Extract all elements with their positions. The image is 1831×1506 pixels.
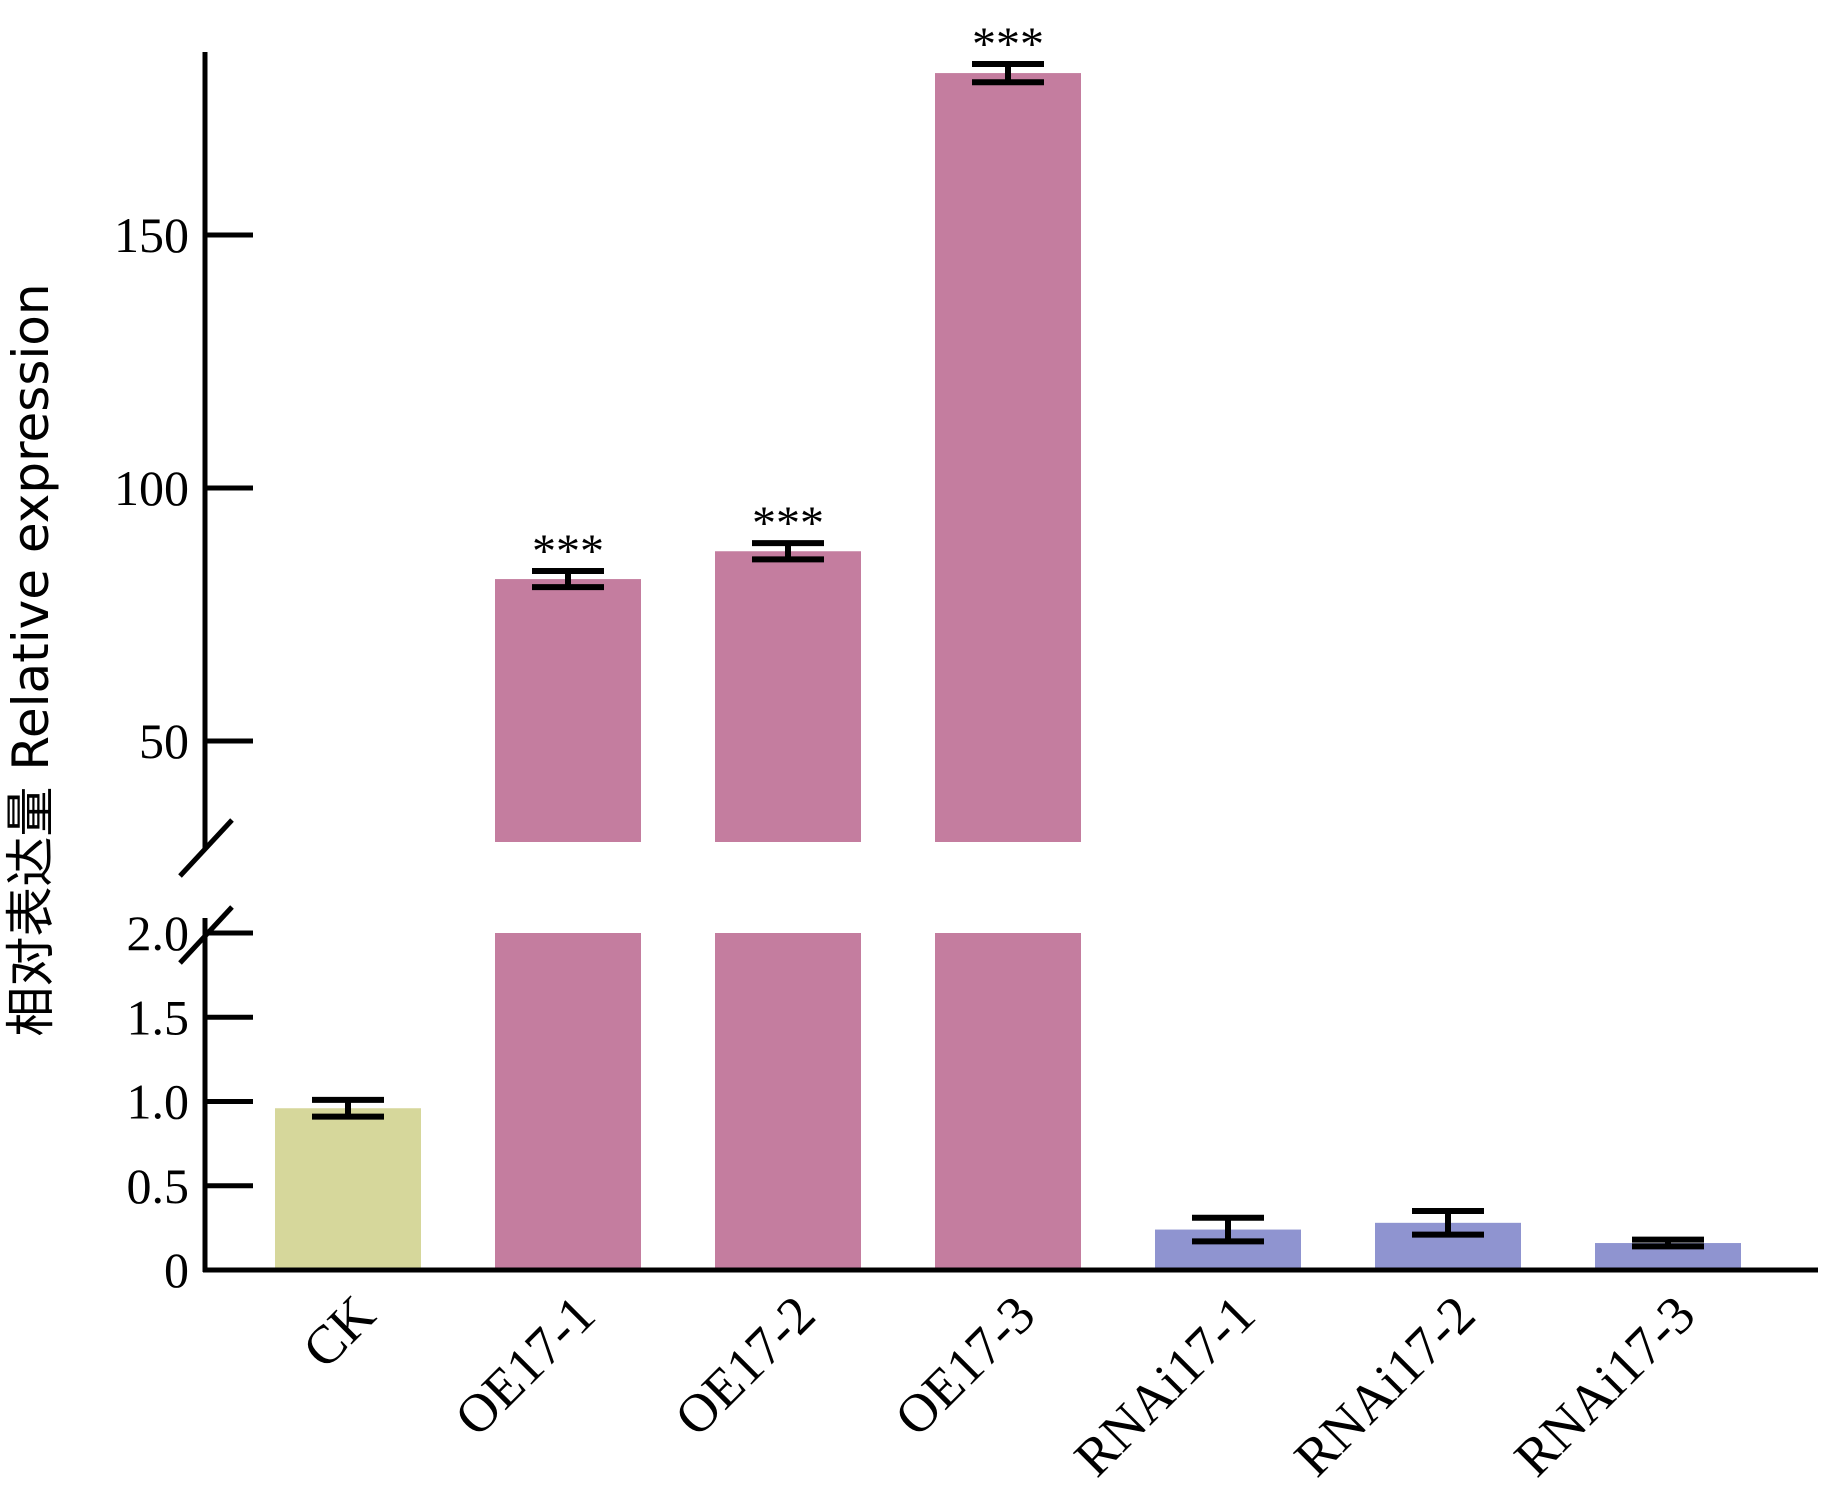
axes-layer <box>178 52 1818 1273</box>
x-tick-label-OE17-3: OE17-3 <box>883 1284 1046 1447</box>
y-tick-label-1.5: 1.5 <box>127 989 190 1045</box>
significance-label-OE17-2: *** <box>752 497 824 550</box>
bar-OE17-3-upper <box>935 73 1081 842</box>
y-tick-label-100: 100 <box>114 460 189 516</box>
x-tick-label-OE17-2: OE17-2 <box>663 1284 826 1447</box>
error-bar-OE17-2 <box>752 540 824 563</box>
x-tick-label-OE17-1: OE17-1 <box>443 1284 606 1447</box>
y-tick-label-2.0: 2.0 <box>127 905 190 961</box>
significance-label-OE17-3: *** <box>972 18 1044 71</box>
error-bar-CK <box>312 1096 384 1120</box>
bar-OE17-3-lower <box>935 933 1081 1270</box>
error-bar-RNAi17-3 <box>1632 1236 1704 1250</box>
x-tick-label-RNAi17-2: RNAi17-2 <box>1283 1284 1487 1488</box>
y-axis-title: 相对表达量 Relative expression <box>2 283 60 1036</box>
x-tick-label-RNAi17-3: RNAi17-3 <box>1503 1284 1707 1488</box>
significance-label-OE17-1: *** <box>532 525 604 578</box>
x-tick-label-CK: CK <box>291 1284 386 1379</box>
y-tick-label-150: 150 <box>114 207 189 263</box>
error-bar-OE17-1 <box>532 567 604 591</box>
y-tick-label-1.0: 1.0 <box>127 1074 190 1130</box>
bar-OE17-2-lower <box>715 933 861 1270</box>
y-tick-label-50: 50 <box>139 713 189 769</box>
error-bar-RNAi17-2 <box>1412 1208 1484 1238</box>
axis-break-mark-upper <box>178 818 234 878</box>
y-tick-label-0.5: 0.5 <box>127 1158 190 1214</box>
error-bar-RNAi17-1 <box>1192 1214 1264 1245</box>
bar-OE17-1-upper <box>495 579 641 842</box>
bar-OE17-1-lower <box>495 933 641 1270</box>
error-bar-OE17-3 <box>972 60 1044 86</box>
bar-OE17-2-upper <box>715 551 861 842</box>
bars-layer <box>275 60 1741 1270</box>
x-tick-label-RNAi17-1: RNAi17-1 <box>1063 1284 1267 1488</box>
y-tick-label-0: 0 <box>164 1242 189 1298</box>
bar-CK <box>275 1108 421 1270</box>
